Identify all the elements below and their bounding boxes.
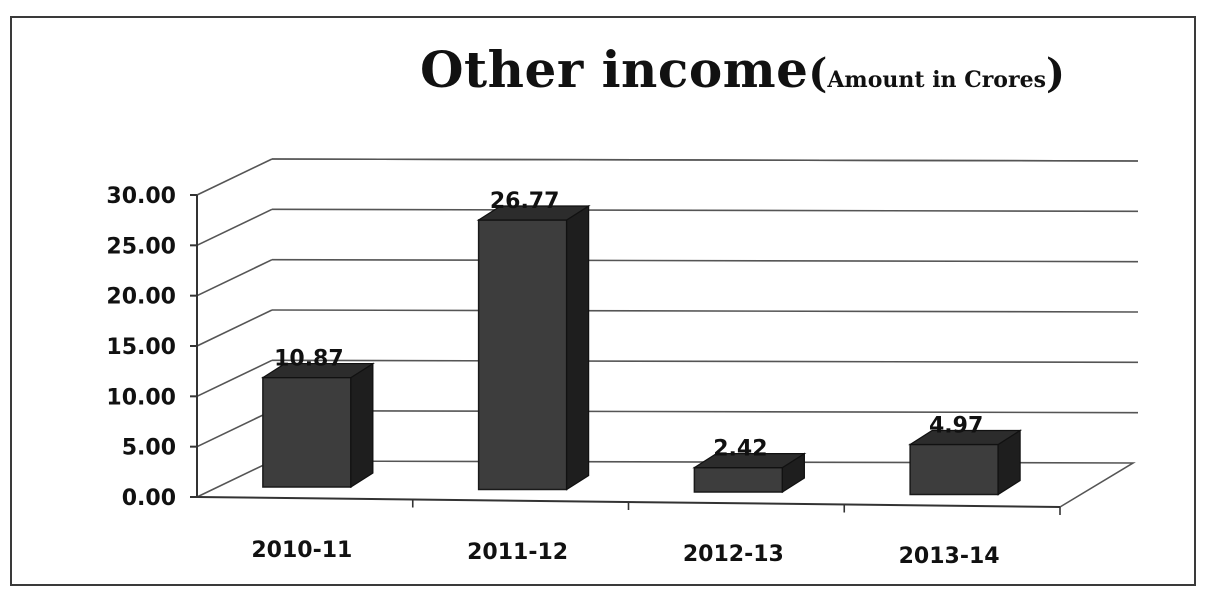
bar — [693, 466, 784, 493]
gridline-diagonal — [196, 359, 273, 398]
gridline — [271, 158, 1139, 162]
chart-title-main: Other income — [420, 40, 809, 99]
y-tick-label: 5.00 — [122, 436, 176, 461]
bar-side — [350, 362, 374, 489]
x-tick-label: 2013-14 — [899, 544, 1000, 569]
y-tick-label: 20.00 — [106, 285, 176, 310]
gridline — [271, 258, 1139, 263]
data-label: 2.42 — [713, 437, 767, 462]
chart-subtitle: Amount in Crores — [827, 67, 1046, 93]
chart-title: Other income(Amount in Crores) — [420, 40, 1065, 99]
gridline — [271, 359, 1139, 364]
x-tick-label: 2010-11 — [251, 538, 352, 563]
bar-side — [566, 204, 590, 491]
bar-top — [260, 362, 375, 379]
data-label: 26.77 — [490, 189, 560, 214]
data-label: 10.87 — [274, 347, 344, 372]
gridline — [271, 309, 1139, 313]
title-open-paren: ( — [808, 50, 828, 97]
bar — [909, 443, 999, 496]
x-tick-label: 2012-13 — [683, 542, 784, 567]
bar-top — [908, 429, 1023, 446]
bar — [262, 376, 352, 488]
gridline — [271, 409, 1139, 414]
y-tick-label: 0.00 — [122, 486, 176, 511]
gridline-diagonal — [196, 258, 273, 297]
gridline-diagonal — [196, 409, 273, 448]
title-close-paren: ) — [1045, 50, 1065, 97]
x-tick-label: 2011-12 — [467, 540, 568, 565]
bar-top — [692, 453, 807, 469]
gridline-diagonal — [196, 309, 273, 347]
y-tick-label: 10.00 — [106, 385, 176, 410]
data-label: 4.97 — [929, 413, 983, 438]
y-tick-label: 30.00 — [106, 184, 176, 209]
gridline-diagonal — [196, 208, 273, 247]
gridline-diagonal — [196, 158, 273, 196]
bar — [477, 219, 568, 491]
gridline — [271, 208, 1139, 213]
bar-top — [476, 205, 591, 221]
y-tick-label: 25.00 — [106, 234, 176, 259]
y-tick-label: 15.00 — [106, 335, 176, 360]
